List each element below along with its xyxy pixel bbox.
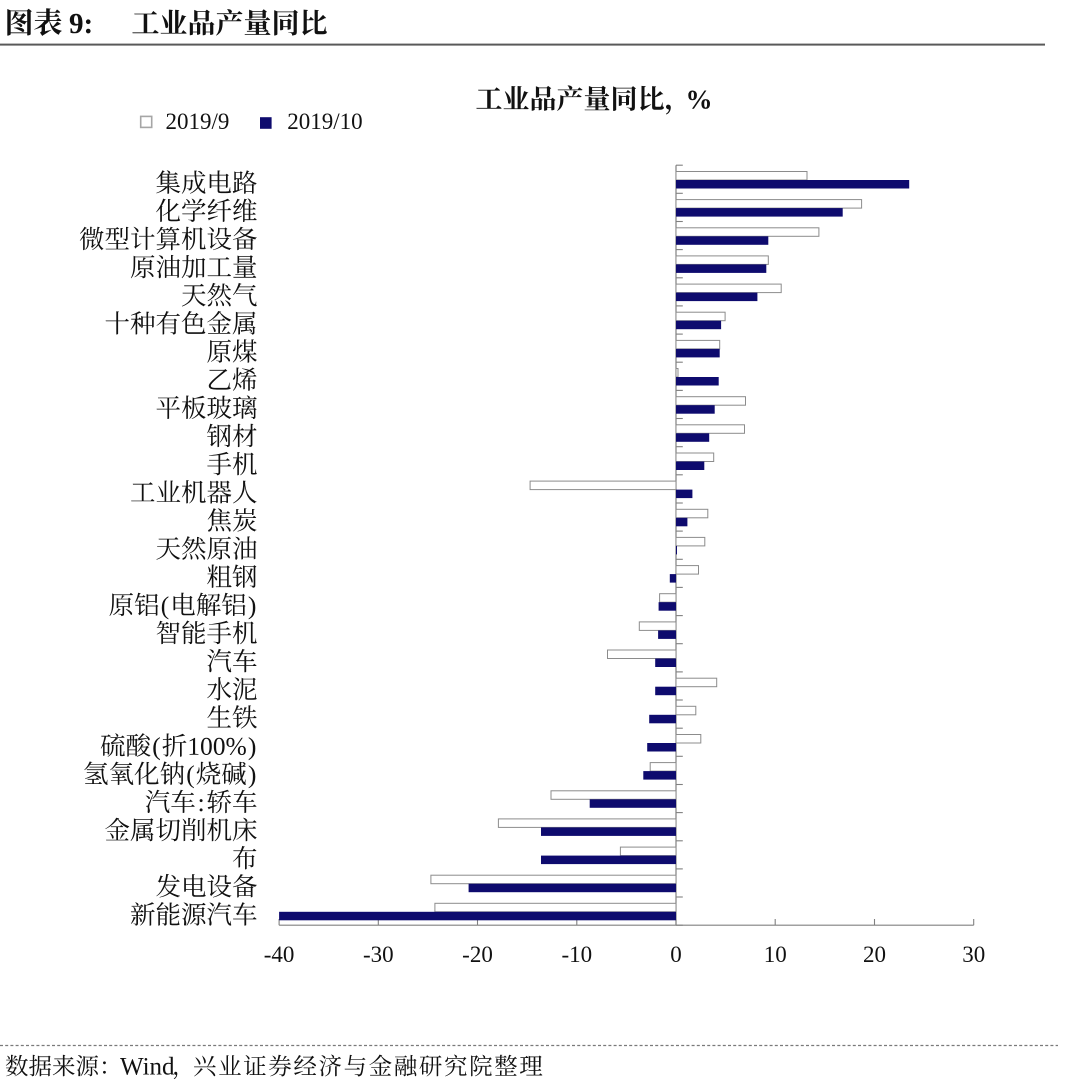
svg-text:2019/10: 2019/10 [287, 109, 362, 134]
svg-text:20: 20 [863, 942, 886, 967]
svg-text:-10: -10 [561, 942, 592, 967]
svg-text:10: 10 [764, 942, 787, 967]
svg-text:-40: -40 [264, 942, 295, 967]
svg-text:0: 0 [670, 942, 682, 967]
svg-text:2019/9: 2019/9 [166, 109, 230, 134]
svg-text:Wind: Wind [120, 1054, 175, 1081]
svg-text:-20: -20 [462, 942, 493, 967]
svg-text:30: 30 [962, 942, 985, 967]
svg-text:-30: -30 [363, 942, 394, 967]
